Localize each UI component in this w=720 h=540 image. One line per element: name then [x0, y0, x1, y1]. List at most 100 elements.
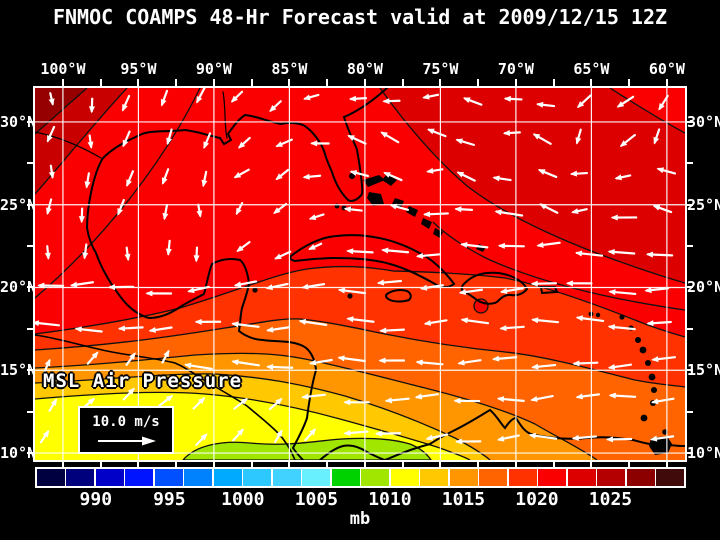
lon-tick — [326, 79, 329, 86]
colorbar-tick-label: 995 — [153, 489, 186, 510]
lat-tick — [687, 162, 693, 165]
lat-tick — [687, 369, 693, 372]
colorbar-cell — [95, 469, 124, 486]
lon-tick — [250, 462, 253, 467]
colorbar-tick-label: 1010 — [368, 489, 412, 510]
colorbar-cell — [272, 469, 301, 486]
colorbar-cell — [184, 469, 213, 486]
lat-label-left: 30°N — [0, 112, 37, 131]
colorbar-cell — [656, 469, 685, 486]
lon-tick — [439, 462, 442, 467]
lat-tick — [27, 245, 33, 248]
lat-label-right: 20°N — [687, 278, 720, 297]
lon-tick — [590, 79, 593, 86]
lat-tick — [27, 369, 33, 372]
lon-tick — [99, 79, 102, 86]
lon-tick — [99, 462, 102, 467]
lon-tick — [439, 79, 442, 86]
lon-tick — [363, 79, 366, 86]
wind-scale-box: 10.0 m/s — [78, 406, 174, 454]
lon-label: 75°W — [422, 60, 459, 78]
lat-tick — [687, 327, 693, 330]
pressure-contours — [35, 88, 685, 460]
lon-label: 70°W — [497, 60, 534, 78]
colorbar-tick-label: 1020 — [515, 489, 559, 510]
lon-tick — [665, 79, 668, 86]
lat-tick — [687, 452, 693, 455]
colorbar-tick-label: 1000 — [221, 489, 265, 510]
colorbar — [35, 467, 686, 488]
lat-tick — [687, 120, 693, 123]
lon-tick — [61, 79, 64, 86]
lon-tick — [137, 79, 140, 86]
lon-tick — [175, 79, 178, 86]
lon-label: 95°W — [120, 60, 157, 78]
colorbar-tick-label: 1015 — [441, 489, 486, 510]
lon-label: 85°W — [271, 60, 308, 78]
colorbar-cell — [154, 469, 183, 486]
lat-label-right: 15°N — [687, 361, 720, 380]
colorbar-cell — [213, 469, 242, 486]
lat-label-left: 10°N — [0, 444, 37, 463]
colorbar-cell — [125, 469, 154, 486]
colorbar-cell — [66, 469, 95, 486]
lon-tick — [552, 79, 555, 86]
wind-scale-arrow — [98, 436, 156, 446]
map-canvas: MSL Air Pressure 10.0 m/s — [33, 86, 687, 462]
lat-label-right: 10°N — [687, 444, 720, 463]
lon-tick — [628, 79, 631, 86]
lat-tick — [27, 410, 33, 413]
lon-label: 90°W — [195, 60, 232, 78]
lat-tick — [687, 245, 693, 248]
lat-label-right: 25°N — [687, 195, 720, 214]
colorbar-cell — [390, 469, 419, 486]
lon-tick — [514, 79, 517, 86]
lat-tick — [687, 286, 693, 289]
colorbar-cell — [302, 469, 331, 486]
lon-tick — [212, 79, 215, 86]
wind-arrows — [35, 88, 677, 447]
page-title: FNMOC COAMPS 48-Hr Forecast valid at 200… — [52, 5, 668, 29]
colorbar-tick-label: 990 — [79, 489, 113, 510]
lon-tick — [401, 462, 404, 467]
lon-tick — [665, 462, 668, 467]
colorbar-cell — [538, 469, 567, 486]
lat-tick — [27, 162, 33, 165]
lon-tick — [628, 462, 631, 467]
colorbar-cell — [508, 469, 537, 486]
lon-tick — [288, 79, 291, 86]
lon-tick — [363, 462, 366, 467]
colorbar-tick-label: 1005 — [294, 489, 339, 510]
colorbar-cell — [243, 469, 272, 486]
colorbar-cell — [567, 469, 596, 486]
colorbar-cell — [479, 469, 508, 486]
colorbar-cell — [361, 469, 390, 486]
lon-tick — [137, 462, 140, 467]
lat-tick — [27, 203, 33, 206]
lat-label-left: 15°N — [0, 361, 37, 380]
lon-tick — [477, 79, 480, 86]
lon-tick — [326, 462, 329, 467]
pressure-field-map — [35, 88, 685, 460]
colorbar-cell — [331, 469, 360, 486]
lat-tick — [27, 327, 33, 330]
lat-tick — [27, 120, 33, 123]
colorbar-cell — [597, 469, 626, 486]
field-label: MSL Air Pressure — [43, 370, 243, 392]
lat-label-right: 30°N — [687, 112, 720, 131]
lon-label: 100°W — [40, 60, 86, 78]
lon-label: 65°W — [573, 60, 610, 78]
lon-tick — [175, 462, 178, 467]
lat-label-left: 25°N — [0, 195, 37, 214]
lon-tick — [477, 462, 480, 467]
lon-tick — [401, 79, 404, 86]
lat-tick — [687, 410, 693, 413]
colorbar-cell — [449, 469, 478, 486]
lon-tick — [288, 462, 291, 467]
lon-tick — [590, 462, 593, 467]
lat-label-left: 20°N — [0, 278, 37, 297]
colorbar-cell — [37, 469, 65, 486]
colorbar-cell — [420, 469, 449, 486]
wind-scale-label: 10.0 m/s — [92, 414, 160, 430]
